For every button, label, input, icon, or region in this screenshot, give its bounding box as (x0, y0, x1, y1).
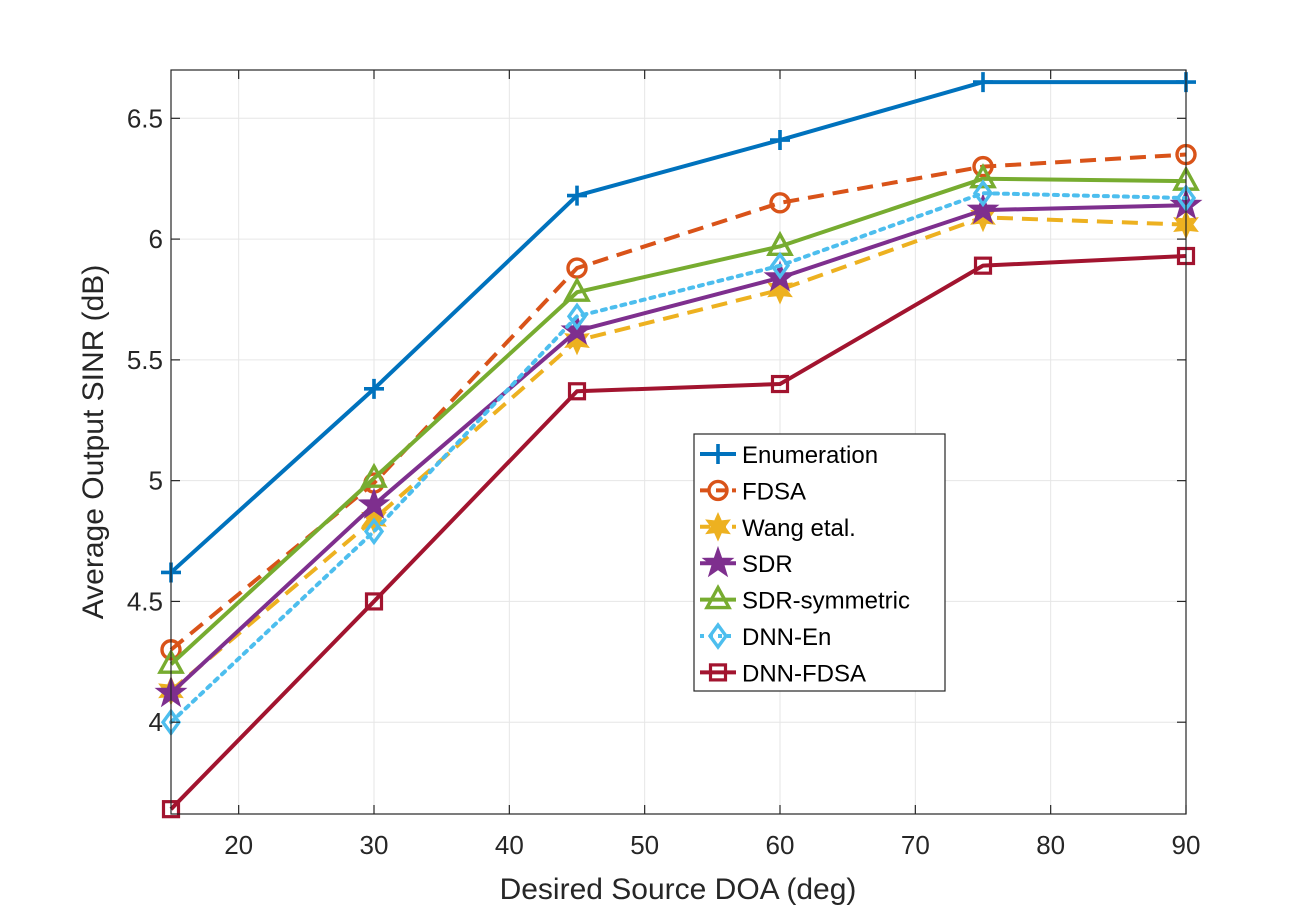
series-line-wang-etal (169, 215, 1187, 693)
y-tick-label: 4 (149, 707, 163, 737)
x-tick-label: 40 (495, 830, 524, 860)
series-line-dnn-en (169, 191, 1188, 725)
x-tick-label: 50 (630, 830, 659, 860)
data-point-fdsa (972, 155, 994, 178)
legend-marker-sdr-symmetric (704, 584, 732, 610)
series-layer (154, 72, 1203, 819)
x-tick-label: 80 (1036, 830, 1065, 860)
axis-ticks: 20 30 40 50 60 70 80 90 4 4.5 5 5.5 6 6.5 (127, 70, 1201, 860)
series-dnn-fdsa (161, 246, 1196, 819)
data-point-enumeration (567, 185, 587, 206)
series-line-fdsa (169, 152, 1187, 652)
data-point-dnn-en (363, 517, 385, 546)
legend-label-enumeration: Enumeration (742, 442, 878, 469)
legend-marker-dnn-en (707, 622, 729, 650)
series-line-sdr (169, 203, 1187, 695)
data-point-enumeration (973, 72, 993, 93)
data-point-sdr-symmetric (563, 276, 591, 302)
data-point-wang-etal (767, 274, 793, 305)
x-tick-label: 30 (360, 830, 389, 860)
data-point-enumeration (770, 130, 790, 151)
legend-label-fdsa: FDSA (742, 478, 806, 505)
legend-marker-enumeration (708, 444, 728, 464)
series-line-enumeration (169, 80, 1186, 574)
data-point-dnn-fdsa (364, 592, 384, 611)
data-point-wang-etal (564, 325, 590, 356)
y-tick-label: 6 (149, 224, 163, 254)
series-enumeration (161, 72, 1196, 583)
plot-area (171, 70, 1186, 814)
y-tick-label: 6.5 (127, 103, 163, 133)
y-tick-label: 5.5 (127, 345, 163, 375)
data-point-dnn-en (972, 179, 994, 208)
legend-label-sdr-symmetric: SDR-symmetric (742, 588, 910, 615)
data-point-dnn-fdsa (973, 256, 993, 275)
legend-label-dnn-en: DNN-En (742, 624, 831, 651)
legend-marker-fdsa (707, 479, 729, 502)
data-point-fdsa (769, 192, 791, 214)
legend-label-dnn-fdsa: DNN-FDSA (742, 660, 866, 687)
y-tick-label: 5 (149, 466, 163, 496)
legend-label-wang-etal: Wang etal. (742, 515, 856, 542)
y-tick-label: 4.5 (127, 586, 163, 616)
legend-label-sdr: SDR (742, 551, 793, 578)
axes-box (170, 69, 1187, 815)
x-tick-label: 60 (766, 830, 795, 860)
x-axis-label: Desired Source DOA (deg) (500, 873, 857, 906)
data-point-sdr (357, 487, 391, 519)
data-point-sdr-symmetric (969, 163, 997, 189)
legend: Enumeration FDSA Wang etal. SDR SDR-symmetri… (693, 433, 946, 692)
data-point-sdr (966, 192, 1000, 225)
legend-marker-wang-etal (705, 511, 731, 542)
data-point-dnn-en (566, 302, 588, 331)
x-tick-label: 20 (224, 830, 253, 860)
data-point-dnn-fdsa (567, 382, 587, 401)
series-dnn-en (160, 179, 1197, 737)
x-tick-label: 90 (1172, 830, 1201, 860)
legend-marker-sdr (701, 545, 735, 578)
data-point-dnn-en (769, 251, 791, 280)
data-point-dnn-fdsa (770, 374, 790, 394)
x-tick-label: 70 (901, 830, 930, 860)
data-point-enumeration (364, 378, 384, 399)
legend-marker-dnn-fdsa (708, 663, 728, 682)
y-axis-label: Average Output SINR (dB) (77, 265, 110, 620)
series-line-dnn-fdsa (169, 254, 1187, 811)
series-line-sdr-symmetric (169, 176, 1187, 666)
data-point-sdr-symmetric (360, 462, 388, 488)
